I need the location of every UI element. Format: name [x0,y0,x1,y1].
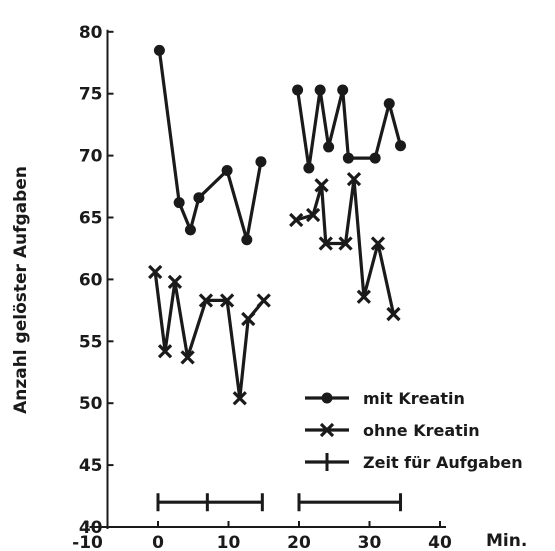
x-marker-stroke [338,236,353,251]
x-marker-stroke [256,293,271,308]
y-tick-label: 60 [79,270,103,290]
data-point [370,236,386,251]
series-layer [148,44,407,512]
legend-label: Zeit für Aufgaben [363,453,523,472]
x-marker-stroke [241,311,256,327]
data-point [221,164,233,176]
x-tick-label: 20 [287,533,311,551]
data-point [337,84,349,96]
legend-marker [321,392,333,404]
data-point [193,192,205,204]
data-point [173,197,185,209]
x-marker-stroke [314,178,329,193]
legend-label: mit Kreatin [363,389,465,408]
y-tick-label: 80 [79,23,103,43]
data-point [289,212,304,228]
x-tick-label: 0 [152,533,164,551]
x-marker-stroke [167,274,183,290]
data-point [342,152,354,164]
data-point [198,293,214,308]
data-point [180,350,195,365]
data-point [369,152,381,164]
data-point [386,306,401,322]
data-point [346,171,362,187]
y-tick-label: 45 [79,456,103,476]
data-point [395,140,407,152]
y-tick-label: 50 [79,394,103,414]
data-point [314,178,329,193]
y-axis-title: Anzahl gelöster Aufgaben [11,166,31,414]
data-point [305,207,321,223]
y-tick-label: 70 [79,147,103,167]
x-tick-label: -10 [72,533,103,551]
data-point [241,234,253,246]
x-marker-stroke [319,422,335,438]
x-marker-stroke [346,171,362,187]
x-marker-stroke [356,289,371,304]
data-point [232,391,247,406]
series-1 [148,171,401,406]
legend-label: ohne Kreatin [363,421,480,440]
data-point [314,84,326,96]
data-point [318,236,333,251]
data-point [157,344,173,359]
data-point [256,293,271,308]
data-point [255,156,267,168]
legend: mit Kreatin ohne Kreatin Zeit für Aufgaben [305,389,523,472]
data-point [219,293,235,308]
data-point [153,44,165,56]
y-tick-label: 40 [79,518,103,538]
x-marker-stroke [232,391,247,406]
legend-item: ohne Kreatin [305,421,480,440]
x-tick-label: 10 [217,533,241,551]
data-point [148,264,163,280]
y-tick-label: 75 [79,85,103,105]
legend-item: mit Kreatin [305,389,465,408]
ticks: 40 45 50 55 60 65 70 75 80 -10 0 10 20 30 40 [72,23,452,551]
x-marker-stroke [219,293,235,308]
x-marker-stroke [198,293,214,308]
data-point [383,98,395,110]
y-tick-label: 55 [79,332,103,352]
x-marker-stroke [318,236,333,251]
series-2 [156,493,403,512]
legend-item: Zeit für Aufgaben [305,453,523,472]
y-tick-label: 65 [79,209,103,229]
data-point [241,311,256,327]
data-point [303,162,315,174]
x-marker-stroke [157,344,173,359]
legend-marker [319,422,335,438]
x-tick-label: 40 [428,533,452,551]
data-point [167,274,183,290]
series-0-line [157,50,263,242]
x-marker-stroke [289,212,304,228]
x-tick-label: 30 [358,533,382,551]
series-0 [153,44,407,246]
data-point [184,224,196,236]
x-marker-stroke [180,350,195,365]
data-point [323,141,335,153]
x-marker-stroke [305,207,321,223]
x-axis-unit: Min. [486,531,527,551]
x-marker-stroke [386,306,401,322]
series-1-line [153,271,266,400]
data-point [292,84,304,96]
x-marker-stroke [148,264,163,280]
data-point [338,236,353,251]
data-point [356,289,371,304]
x-marker-stroke [370,236,386,251]
